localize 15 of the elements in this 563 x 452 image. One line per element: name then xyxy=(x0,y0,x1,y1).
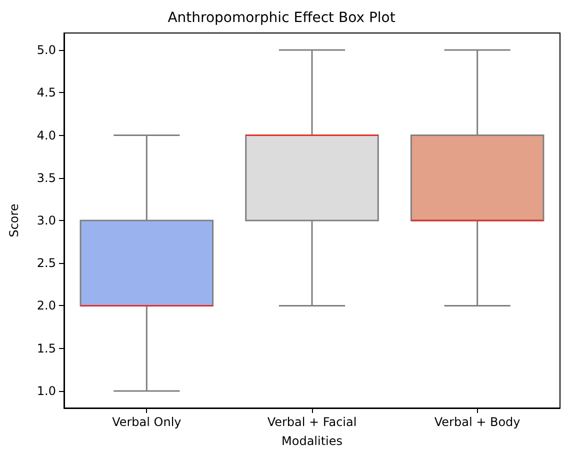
y-tick-label: 2.5 xyxy=(36,256,56,270)
y-tick-label: 3.5 xyxy=(36,170,56,185)
x-tick-label: Verbal Only xyxy=(112,415,182,429)
x-tick-label: Verbal + Body xyxy=(434,415,520,429)
y-tick-label: 4.0 xyxy=(36,128,56,142)
y-tick-label: 1.0 xyxy=(36,384,56,398)
y-tick-label: 5.0 xyxy=(36,43,56,58)
chart-title: Anthropomorphic Effect Box Plot xyxy=(168,10,396,26)
x-tick-label: Verbal + Facial xyxy=(267,415,357,429)
y-tick-label: 2.0 xyxy=(36,298,56,313)
y-tick-label: 4.5 xyxy=(36,86,56,100)
y-tick-label: 3.0 xyxy=(36,214,56,228)
y-tick-label: 1.5 xyxy=(36,341,56,356)
y-axis-title: Score xyxy=(7,204,21,238)
x-axis-title: Modalities xyxy=(281,434,343,448)
